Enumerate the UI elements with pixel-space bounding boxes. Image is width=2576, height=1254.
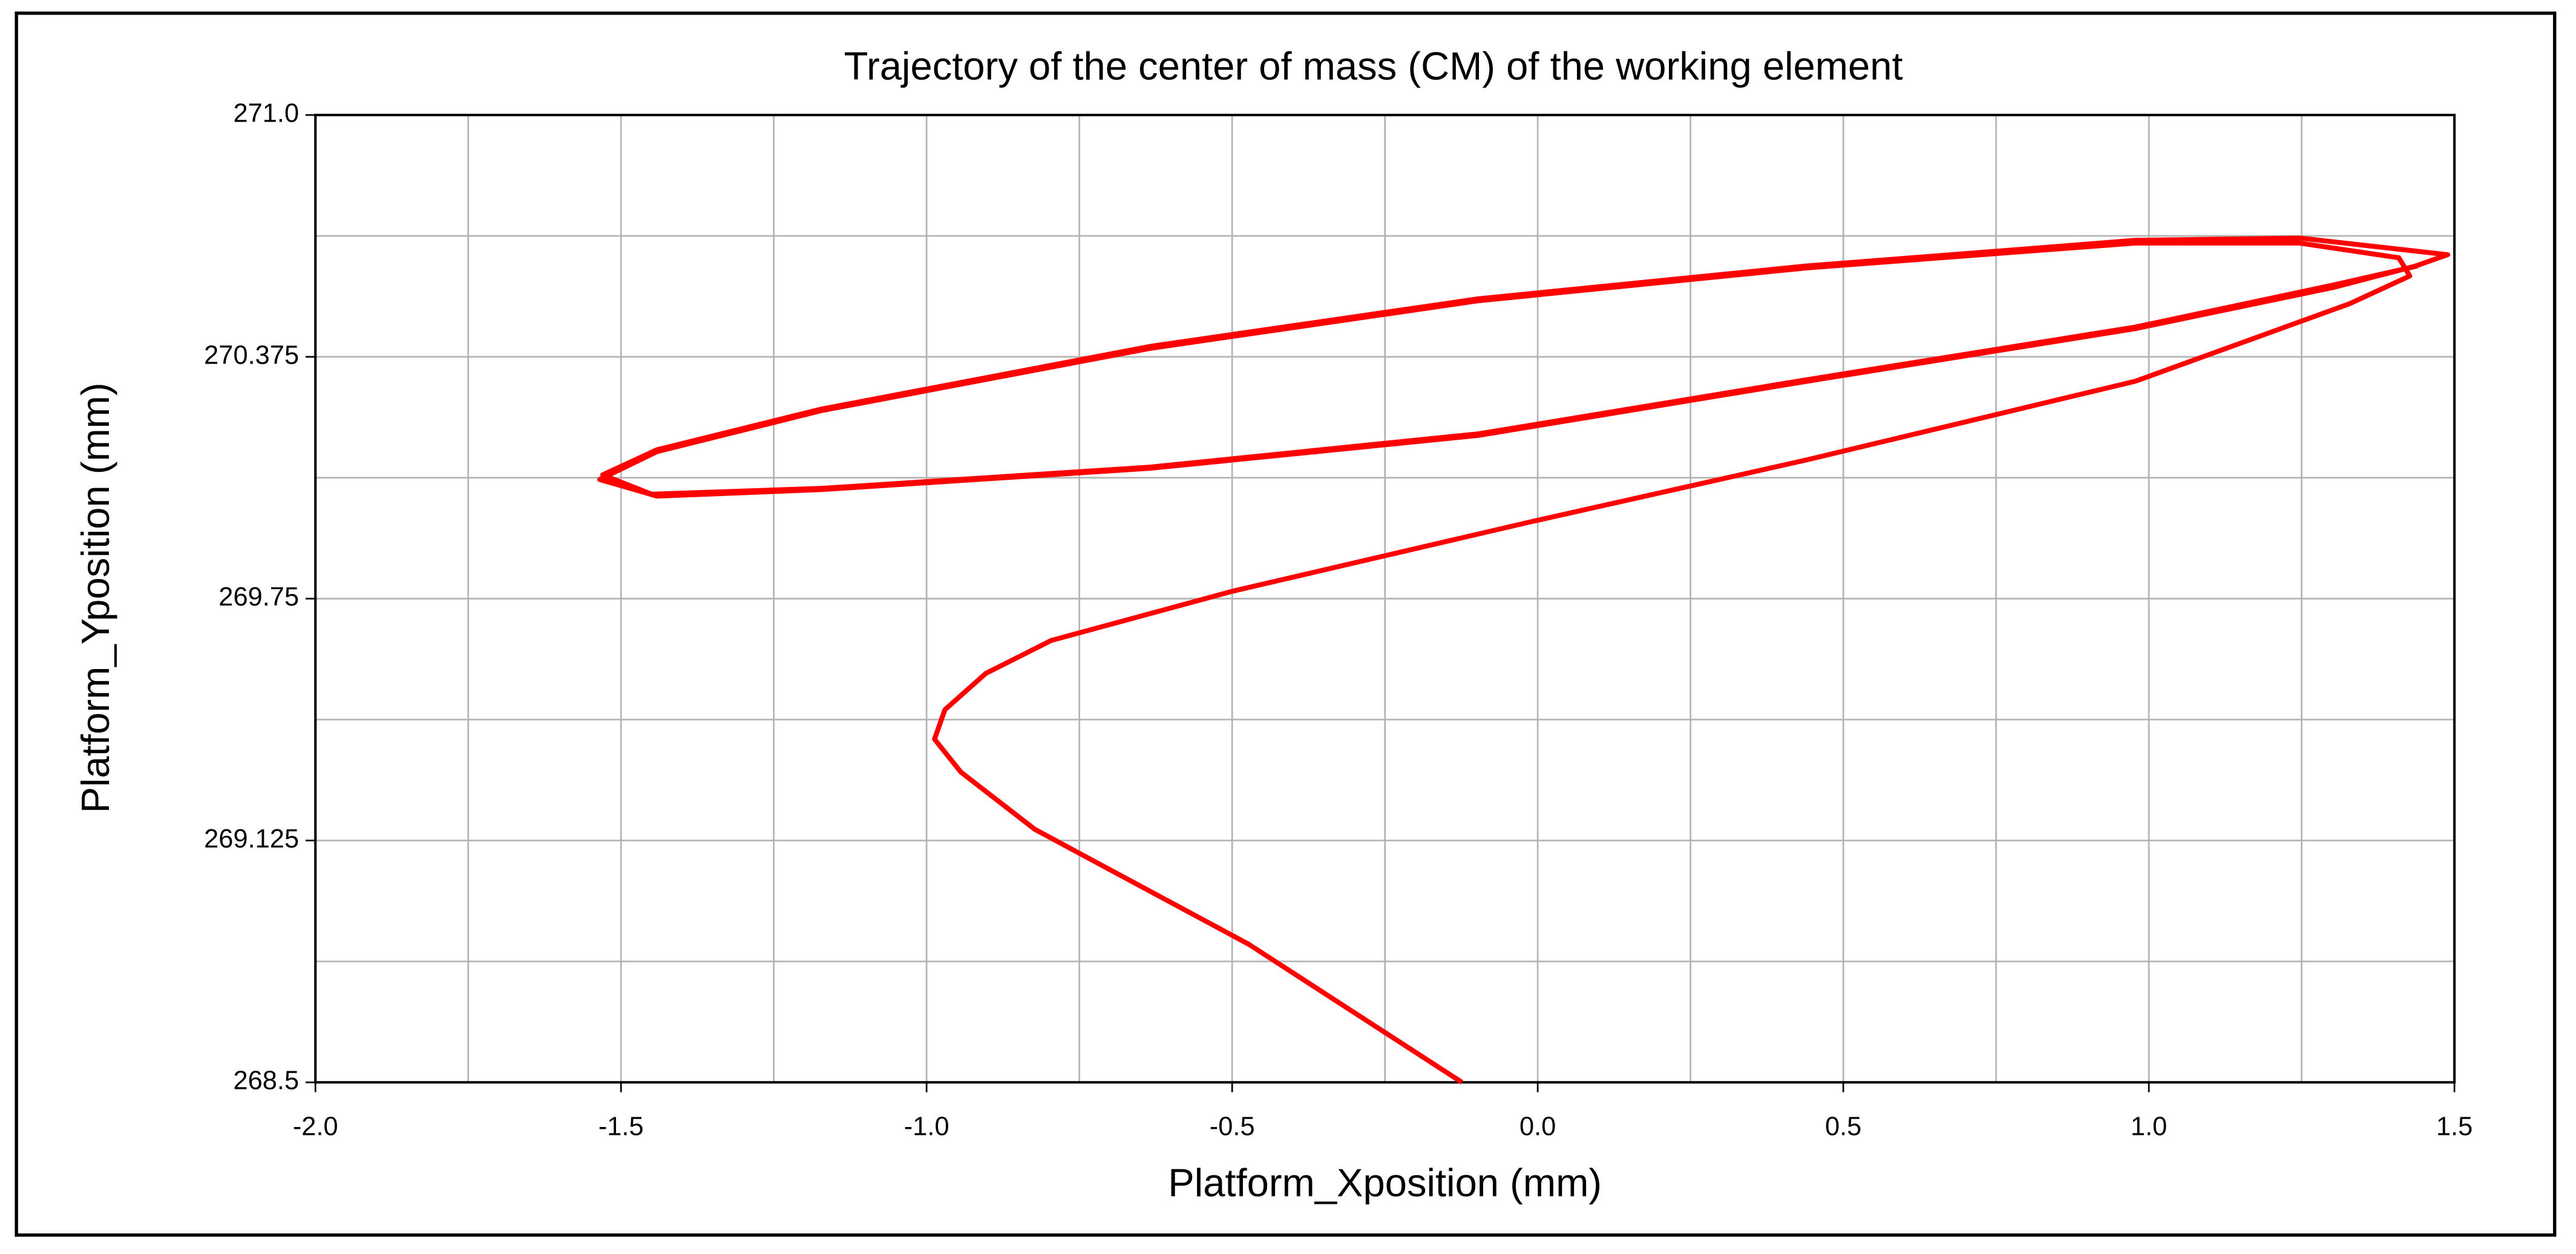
plot-border [314, 114, 2456, 1084]
y-tick-label: 269.125 [204, 825, 299, 854]
y-tick-label: 269.75 [218, 583, 299, 612]
y-tick-label: 271.0 [233, 99, 299, 128]
y-axis-label: Platform_Yposition (mm) [73, 382, 117, 813]
chart-title: Trajectory of the center of mass (CM) of… [844, 44, 1903, 88]
x-tick-label: -0.5 [1210, 1112, 1255, 1141]
x-tick-label: 0.0 [1519, 1112, 1556, 1141]
x-tick-label: 1.5 [2436, 1112, 2473, 1141]
x-tick-label: -1.0 [904, 1112, 949, 1141]
trajectory-line [597, 235, 2451, 1085]
x-tick-label: 0.5 [1825, 1112, 1861, 1141]
x-axis-label: Platform_Xposition (mm) [1168, 1160, 1602, 1204]
y-tick-label: 270.375 [204, 341, 299, 370]
x-tick-label: -2.0 [293, 1112, 338, 1141]
frame [15, 11, 2557, 1237]
y-tick-label: 268.5 [233, 1066, 299, 1096]
x-tick-label: 1.0 [2131, 1112, 2167, 1141]
x-tick-label: -1.5 [598, 1112, 644, 1141]
